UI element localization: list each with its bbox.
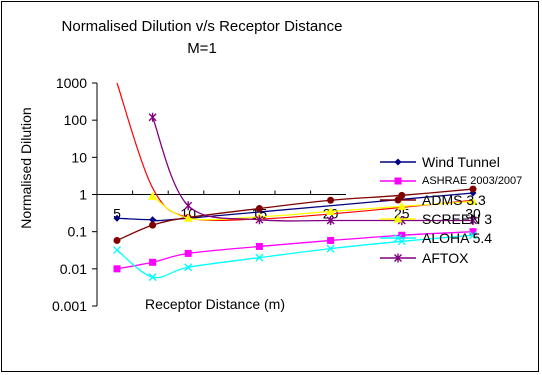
y-tick-label: 10 (71, 149, 87, 165)
data-point-aftox (326, 215, 335, 225)
data-point-aloha-5-4 (113, 246, 121, 255)
legend-swatch-wind-tunnel (380, 158, 416, 166)
legend-swatch-screen-3 (380, 214, 416, 223)
data-point-aftox (469, 215, 477, 225)
legend-label: ALOHA 5.4 (422, 230, 493, 247)
data-point-adms-3-3 (113, 236, 121, 244)
data-point-adms-3-3 (149, 221, 157, 229)
data-point-aloha-5-4 (148, 273, 157, 282)
y-tick-label: 1000 (56, 75, 87, 91)
data-point-ashrae-2003-2007 (255, 242, 263, 250)
data-point-screen-3 (397, 201, 407, 210)
legend-swatch-aftox (380, 253, 416, 263)
legend-item-wind-tunnel: Wind Tunnel (378, 152, 522, 171)
legend-label: Wind Tunnel (422, 153, 500, 170)
data-point-aloha-5-4 (255, 253, 264, 262)
data-point-ashrae-2003-2007 (113, 265, 121, 273)
chart-subtitle: M=1 (187, 40, 217, 57)
y-axis-label: Normalised Dilution (18, 107, 34, 229)
data-point-ashrae-2003-2007 (327, 236, 335, 244)
data-point-aftox (148, 112, 157, 122)
data-point-screen-3 (468, 196, 478, 205)
data-point-wind-tunnel (113, 214, 121, 222)
data-point-ashrae-2003-2007 (184, 249, 192, 257)
legend-marker-ashrae-2003-2007 (394, 177, 402, 185)
y-tick-label: 100 (64, 112, 88, 128)
data-point-screen-3 (148, 191, 158, 200)
y-tick-label: 1 (79, 187, 87, 203)
legend-swatch-ashrae-2003-2007 (380, 177, 416, 185)
legend-marker-wind-tunnel (394, 158, 402, 166)
data-point-ashrae-2003-2007 (149, 258, 157, 266)
legend-marker-screen-3 (393, 214, 403, 223)
legend-marker-aftox (394, 253, 402, 263)
series-line-aftox (151, 116, 473, 222)
legend-swatch-aloha-5-4 (380, 234, 416, 243)
legend-item-ashrae-2003-2007: ASHRAE 2003/2007 (378, 171, 522, 190)
data-point-wind-tunnel (149, 216, 157, 224)
legend-marker-adms-3-3 (394, 196, 402, 204)
legend-item-adms-3-3: ADMS 3.3 (378, 190, 522, 209)
data-point-adms-3-3 (255, 205, 263, 213)
data-point-adms-3-3 (327, 196, 335, 204)
data-point-adms-3-3 (469, 185, 477, 193)
legend-label: SCREEN 3 (422, 211, 493, 228)
y-tick-label: 0.001 (52, 298, 87, 314)
legend-label: AFTOX (422, 249, 469, 266)
data-point-screen-3 (183, 213, 193, 222)
legend-label: ADMS 3.3 (422, 191, 486, 208)
data-point-aloha-5-4 (326, 244, 335, 253)
legend-label: ASHRAE 2003/2007 (422, 174, 523, 187)
y-tick-label: 0.01 (60, 261, 87, 277)
legend-item-screen-3: SCREEN 3 (378, 210, 522, 229)
x-tick-label: 5 (113, 206, 121, 222)
chart-title: Normalised Dilution v/s Receptor Distanc… (61, 18, 343, 35)
data-point-aloha-5-4 (184, 263, 193, 272)
data-point-aloha-5-4 (469, 231, 477, 240)
legend-marker-aloha-5-4 (394, 234, 402, 243)
y-tick-label: 0.1 (68, 224, 88, 240)
data-point-aftox (184, 201, 193, 211)
legend-swatch-adms-3-3 (380, 196, 416, 204)
data-point-screen-3 (326, 206, 336, 215)
data-point-adms-3-3 (398, 191, 406, 199)
data-point-aftox (255, 215, 264, 225)
data-point-ashrae-2003-2007 (469, 228, 477, 236)
legend-item-aloha-5-4: ALOHA 5.4 (378, 229, 522, 248)
legend: Wind Tunnel ASHRAE 2003/2007 ADMS 3.3 SCREE… (378, 152, 522, 267)
legend-item-aftox: AFTOX (378, 248, 522, 267)
x-axis-label: Receptor Distance (m) (144, 296, 286, 312)
